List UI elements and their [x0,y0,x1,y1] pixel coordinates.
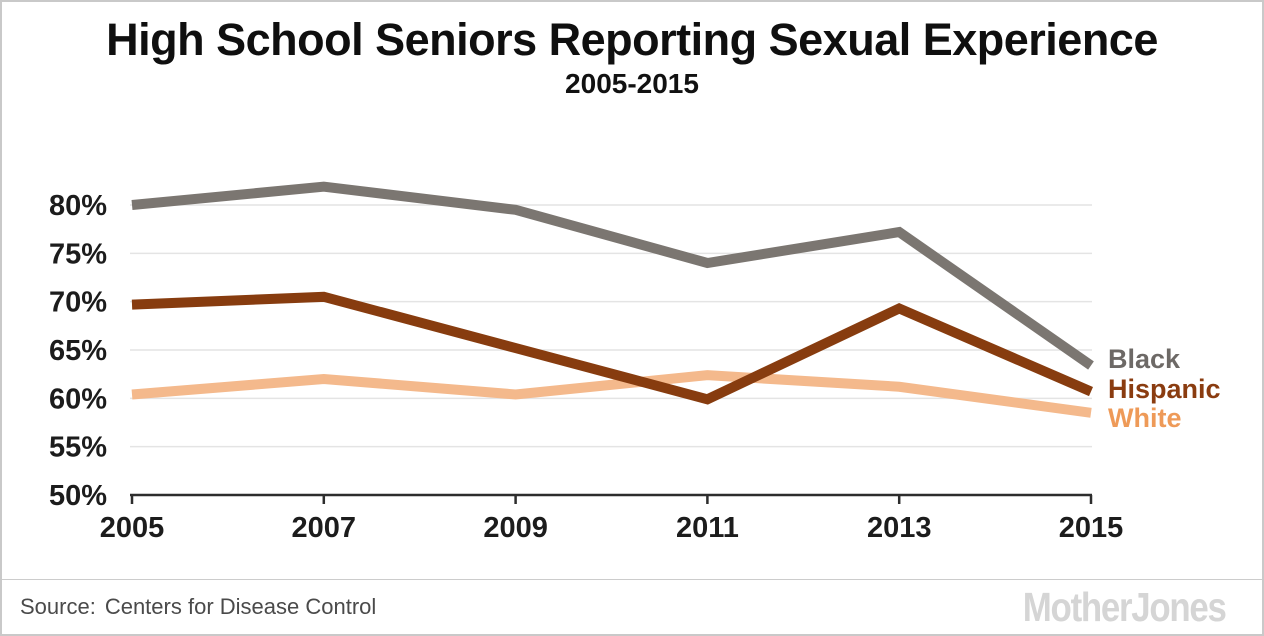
x-axis-label-2009: 2009 [483,512,548,544]
y-axis-label-65: 65% [49,335,107,367]
y-axis-label-50: 50% [49,480,107,512]
source-note: Source: Centers for Disease Control [20,594,376,620]
x-axis-label-2015: 2015 [1059,512,1124,544]
x-axis-label-2007: 2007 [292,512,357,544]
chart-legend: Black Hispanic White [1108,344,1221,434]
y-axis-label-70: 70% [49,287,107,319]
x-axis-label-2005: 2005 [100,512,165,544]
legend-item-white: White [1108,403,1182,433]
series-line-white [131,370,1092,418]
legend-item-hispanic: Hispanic [1108,373,1221,404]
line-chart: 50% 55% 60% 65% 70% 75% 80% 2005 2007 2009 2011 201… [49,181,1124,544]
y-axis-label-75: 75% [49,238,107,270]
x-axis-label-2013: 2013 [867,512,932,544]
legend-item-black: Black [1108,344,1181,374]
series-line-hispanic [131,291,1093,405]
y-axis-label-55: 55% [49,432,107,464]
source-text: Centers for Disease Control [104,594,377,619]
series-line-black [131,181,1094,370]
mother-jones-logo: MotherJones [1023,583,1227,630]
x-axis-label-2011: 2011 [676,512,739,544]
footer: Source: Centers for Disease Control Mothe… [2,579,1262,634]
y-axis-label-80: 80% [49,190,107,222]
chart-subtitle: 2005-2015 [565,68,699,99]
chart-title: High School Seniors Reporting Sexual Exp… [106,14,1158,65]
y-axis-label-60: 60% [49,383,107,415]
source-label: Source: [20,594,96,619]
